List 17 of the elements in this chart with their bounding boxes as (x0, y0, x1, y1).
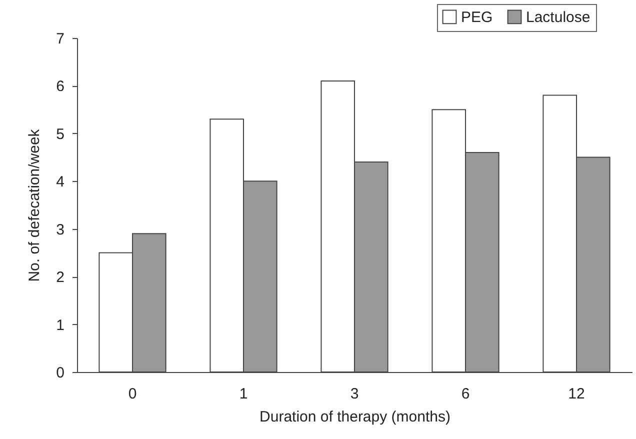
y-tick-label: 6 (56, 78, 64, 96)
y-tick-label: 4 (56, 174, 64, 191)
legend-label: PEG (461, 8, 493, 26)
x-axis-title: Duration of therapy (months) (260, 408, 450, 426)
x-tick-label: 6 (461, 386, 470, 402)
x-tick-label: 12 (568, 386, 585, 402)
y-tick-label: 7 (56, 30, 64, 48)
y-tick-label: 3 (56, 221, 64, 238)
y-tick-label: 5 (56, 126, 64, 143)
y-tick-label: 0 (56, 364, 64, 382)
y-axis-title: No. of defecation/week (26, 128, 44, 282)
x-tick-label: 0 (128, 386, 137, 402)
y-tick-label: 1 (56, 316, 64, 334)
x-tick-label: 1 (239, 386, 248, 402)
y-tick-label: 2 (56, 269, 64, 286)
legend-label: Lactulose (526, 8, 590, 26)
x-tick-label: 3 (350, 386, 359, 402)
